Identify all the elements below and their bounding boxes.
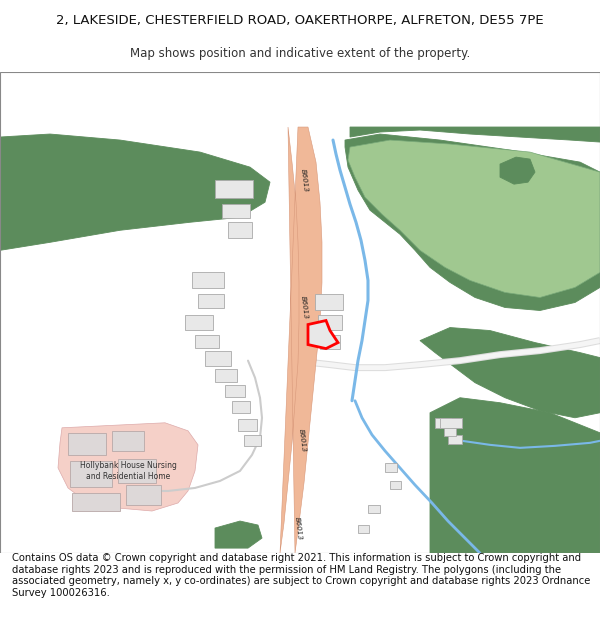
Polygon shape xyxy=(435,418,451,428)
Polygon shape xyxy=(215,521,262,548)
Text: 2, LAKESIDE, CHESTERFIELD ROAD, OAKERTHORPE, ALFRETON, DE55 7PE: 2, LAKESIDE, CHESTERFIELD ROAD, OAKERTHO… xyxy=(56,14,544,27)
Polygon shape xyxy=(72,493,120,511)
Polygon shape xyxy=(348,140,600,298)
Polygon shape xyxy=(390,481,401,489)
Polygon shape xyxy=(420,328,600,418)
Polygon shape xyxy=(345,134,600,311)
Polygon shape xyxy=(308,321,338,349)
Polygon shape xyxy=(58,422,198,511)
Polygon shape xyxy=(68,432,106,455)
Text: Map shows position and indicative extent of the property.: Map shows position and indicative extent… xyxy=(130,48,470,61)
Polygon shape xyxy=(444,428,456,436)
Polygon shape xyxy=(320,334,340,349)
Text: Hollybank House Nursing
and Residential Home: Hollybank House Nursing and Residential … xyxy=(80,461,176,481)
Polygon shape xyxy=(385,463,397,472)
Polygon shape xyxy=(195,334,219,348)
Polygon shape xyxy=(318,314,342,329)
Polygon shape xyxy=(232,401,250,412)
Polygon shape xyxy=(205,351,231,366)
Polygon shape xyxy=(198,294,224,309)
Polygon shape xyxy=(280,127,322,553)
Polygon shape xyxy=(185,314,213,329)
Polygon shape xyxy=(225,384,245,397)
Polygon shape xyxy=(358,525,369,533)
Polygon shape xyxy=(215,369,237,382)
Text: B6013: B6013 xyxy=(299,296,308,319)
Polygon shape xyxy=(368,505,380,513)
Polygon shape xyxy=(430,398,600,553)
Polygon shape xyxy=(315,294,343,311)
Polygon shape xyxy=(192,272,224,289)
Polygon shape xyxy=(228,222,252,238)
Polygon shape xyxy=(222,204,250,218)
Text: B6013: B6013 xyxy=(293,516,302,540)
Polygon shape xyxy=(215,180,253,198)
Polygon shape xyxy=(112,431,144,451)
Polygon shape xyxy=(118,459,156,483)
Text: Contains OS data © Crown copyright and database right 2021. This information is : Contains OS data © Crown copyright and d… xyxy=(12,553,590,598)
Text: B6013: B6013 xyxy=(299,168,308,192)
Polygon shape xyxy=(500,157,535,184)
Polygon shape xyxy=(126,485,161,505)
Polygon shape xyxy=(0,134,270,251)
Text: B6013: B6013 xyxy=(298,429,307,453)
Polygon shape xyxy=(440,418,462,428)
Polygon shape xyxy=(238,419,257,431)
Polygon shape xyxy=(70,461,112,487)
Polygon shape xyxy=(448,435,462,444)
Polygon shape xyxy=(350,127,600,142)
Polygon shape xyxy=(244,435,261,446)
